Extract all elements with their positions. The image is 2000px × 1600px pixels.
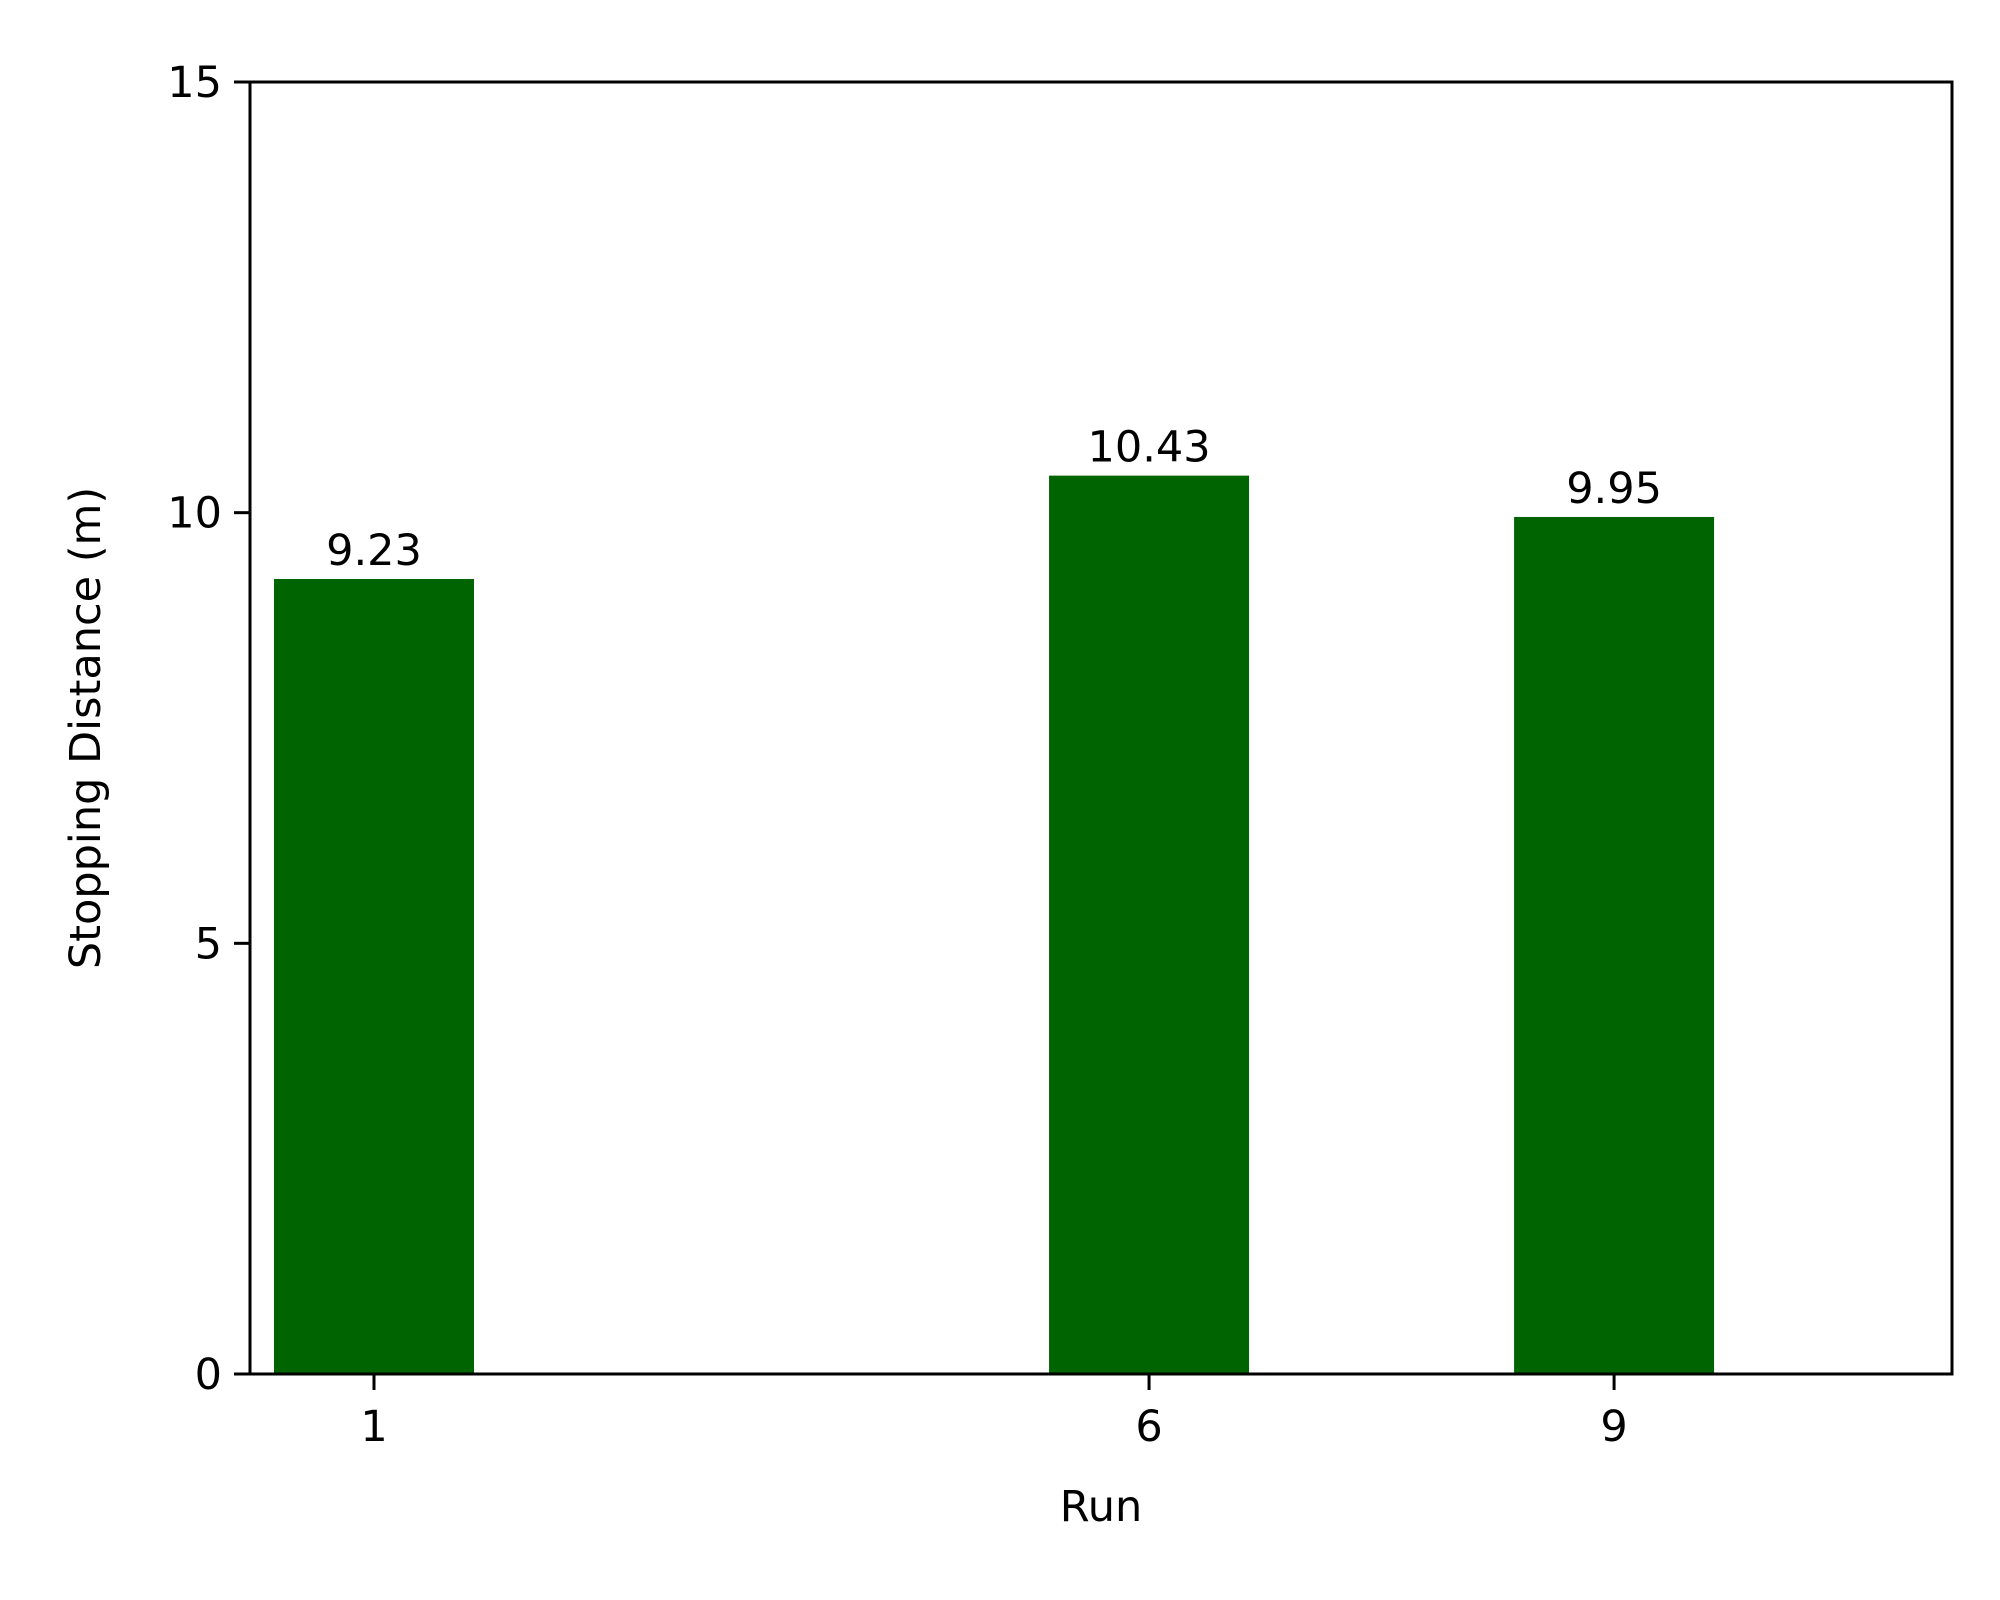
x-tick-label: 1 xyxy=(360,1402,387,1452)
bars-layer xyxy=(274,475,1715,1374)
x-tick-label: 6 xyxy=(1135,1402,1162,1452)
plot-frame xyxy=(248,80,1954,1376)
x-axis-label: Run xyxy=(1060,1482,1142,1532)
y-tick-label: 0 xyxy=(195,1350,222,1400)
x-axis: 1 6 9 xyxy=(360,1374,1628,1452)
data-label-run-6: 10.43 xyxy=(1087,423,1210,473)
y-tick-label: 10 xyxy=(167,489,222,539)
data-label-run-1: 9.23 xyxy=(326,526,422,576)
x-tick-label: 9 xyxy=(1600,1402,1627,1452)
y-tick-label: 15 xyxy=(167,58,222,108)
bar-run-9 xyxy=(1514,516,1715,1374)
bar-run-1 xyxy=(274,578,475,1374)
y-tick-label: 5 xyxy=(195,919,222,969)
y-axis: 0 5 10 15 xyxy=(167,58,250,1400)
data-label-run-9: 9.95 xyxy=(1566,464,1662,514)
bar-run-6 xyxy=(1049,475,1250,1374)
y-axis-label: Stopping Distance (m) xyxy=(61,487,111,969)
data-labels-layer: 9.23 10.43 9.95 xyxy=(326,423,1662,576)
